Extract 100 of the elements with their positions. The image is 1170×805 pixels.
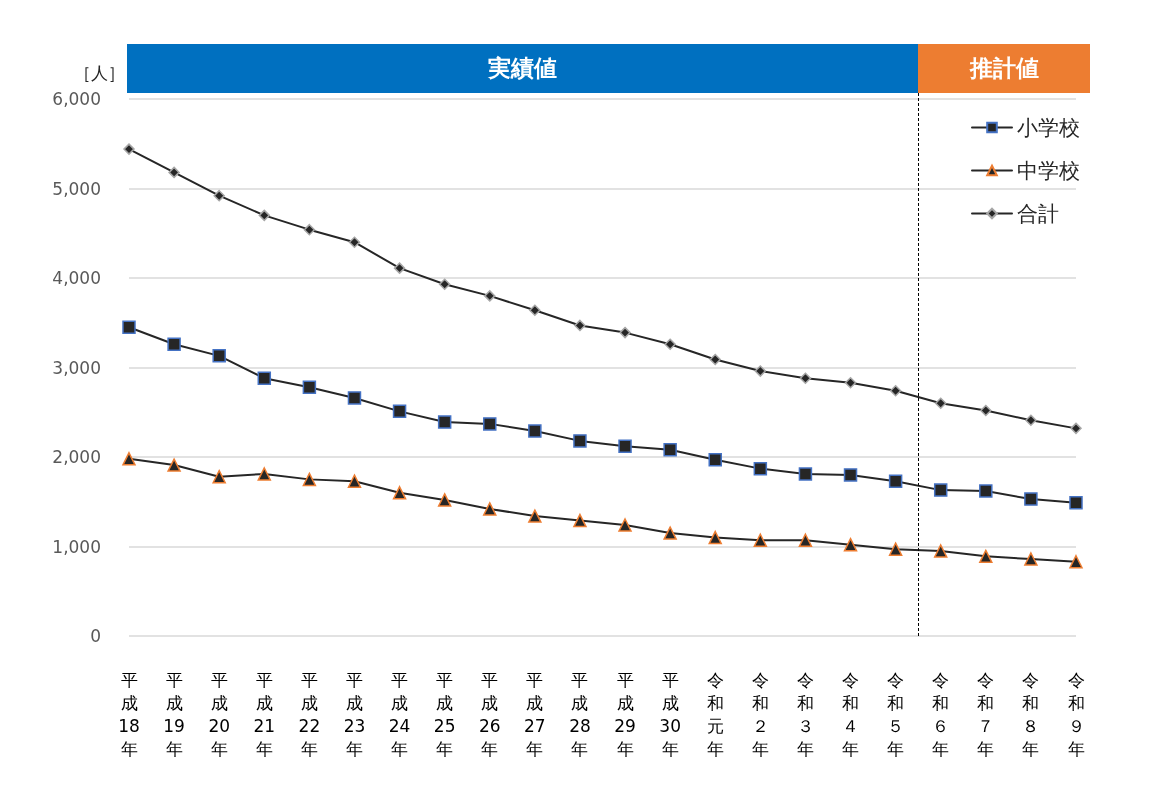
- x-tick-label: 令和４年: [842, 669, 860, 759]
- point: [980, 404, 992, 417]
- x-tick-label: 令和７年: [977, 669, 995, 759]
- x-tick-label: 令和元年: [706, 669, 724, 759]
- point: [708, 452, 722, 467]
- point: [529, 304, 541, 316]
- point: [303, 223, 316, 236]
- point: [754, 365, 767, 377]
- point: [302, 380, 317, 394]
- point: [483, 502, 497, 516]
- text: 実績値: [488, 54, 558, 83]
- x-tick-label: 平成28年: [569, 669, 591, 759]
- legend-label: 合計: [1017, 201, 1059, 226]
- point: [709, 353, 721, 366]
- point: [979, 549, 993, 564]
- x-tick-label: 令和３年: [796, 669, 814, 759]
- legend-label: 小学校: [1017, 115, 1080, 140]
- point: [1069, 554, 1083, 569]
- point: [257, 467, 272, 481]
- y-tick-label: 2,000: [52, 447, 101, 467]
- point: [934, 397, 947, 410]
- point: [889, 385, 902, 397]
- point: [1025, 414, 1037, 427]
- x-tick-label: 平成18年: [118, 669, 140, 759]
- y-tick-label: 1,000: [52, 536, 101, 557]
- point: [122, 452, 136, 466]
- point: [574, 319, 586, 332]
- y-tick-label: 6,000: [52, 89, 101, 109]
- y-tick-label: 3,000: [52, 357, 101, 378]
- point: [1024, 492, 1038, 506]
- point: [212, 349, 226, 363]
- y-tick-label: 0: [90, 626, 101, 646]
- point: [212, 469, 226, 484]
- point: [528, 424, 542, 438]
- point: [664, 338, 676, 350]
- text: 推計値: [969, 54, 1039, 83]
- point: [888, 542, 903, 556]
- point: [844, 376, 857, 389]
- point: [168, 166, 180, 179]
- x-tick-label: 令和２年: [751, 669, 769, 759]
- legend-label: 中学校: [1017, 158, 1080, 183]
- point: [708, 530, 722, 545]
- x-tick-label: 平成30年: [659, 669, 681, 759]
- x-tick-label: 令和９年: [1067, 669, 1085, 759]
- point: [618, 439, 632, 454]
- point: [258, 209, 271, 222]
- point: [573, 513, 587, 528]
- x-tick-label: 平成26年: [478, 669, 501, 759]
- point: [123, 143, 135, 155]
- x-tick-label: 平成22年: [298, 669, 321, 759]
- point: [528, 509, 542, 523]
- point: [888, 474, 903, 488]
- x-tick-label: 令和５年: [887, 669, 905, 759]
- point: [347, 474, 362, 488]
- point: [437, 493, 452, 507]
- point: [663, 443, 677, 457]
- x-tick-label: 平成23年: [343, 669, 366, 759]
- point: [257, 371, 272, 385]
- point: [213, 189, 225, 202]
- x-tick-label: 平成25年: [433, 669, 456, 759]
- point: [484, 290, 496, 302]
- point: [392, 486, 407, 500]
- point: [302, 472, 317, 487]
- point: [933, 544, 948, 558]
- point: [167, 337, 181, 351]
- x-tick-label: 平成20年: [208, 669, 231, 759]
- point: [437, 415, 452, 429]
- point: [573, 434, 587, 448]
- point: [1069, 495, 1083, 510]
- point: [393, 262, 406, 274]
- x-tick-label: 令和６年: [932, 669, 950, 759]
- x-tick-label: 平成19年: [163, 669, 185, 759]
- point: [798, 533, 813, 547]
- point: [1024, 552, 1038, 566]
- point: [933, 483, 948, 497]
- x-tick-label: 平成21年: [253, 669, 276, 759]
- point: [438, 278, 451, 291]
- point: [618, 518, 632, 532]
- point: [392, 404, 407, 419]
- y-tick-label: 4,000: [52, 268, 101, 288]
- point: [483, 417, 497, 431]
- point: [347, 391, 362, 405]
- x-tick-label: 平成24年: [388, 669, 411, 759]
- y-axis-title: ［人］: [74, 62, 125, 83]
- point: [619, 326, 631, 339]
- point: [843, 468, 858, 482]
- point: [1070, 422, 1082, 435]
- point: [753, 461, 768, 476]
- point: [167, 458, 181, 472]
- x-tick-label: 平成27年: [524, 669, 546, 759]
- x-tick-label: 平成29年: [614, 669, 636, 759]
- point: [798, 467, 813, 481]
- point: [843, 537, 858, 552]
- point: [753, 533, 768, 547]
- point: [799, 372, 812, 384]
- x-tick-label: 令和８年: [1022, 669, 1040, 759]
- point: [348, 236, 361, 248]
- y-tick-label: 5,000: [52, 178, 101, 199]
- point: [122, 320, 136, 334]
- point: [663, 526, 677, 540]
